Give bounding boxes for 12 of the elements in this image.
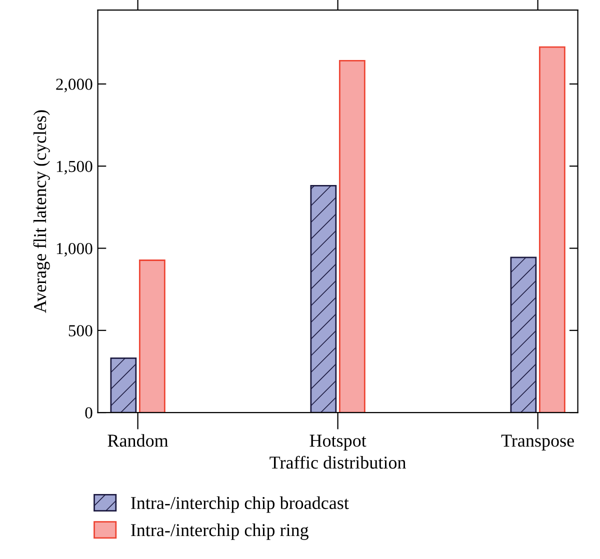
x-tick-label: Hotspot (310, 434, 366, 450)
x-axis-title: Traffic distribution (270, 456, 406, 469)
y-tick-label: 1,000 (56, 242, 92, 257)
x-tick-label: Random (108, 434, 168, 447)
y-tick-label: 500 (68, 325, 92, 336)
x-tick-label: Transpose (501, 434, 574, 450)
y-axis-title: Average flit latency (cycles) (33, 110, 50, 313)
legend-label: Intra-/interchip chip broadcast (131, 496, 349, 513)
y-tick-label: 0 (85, 407, 92, 418)
y-tick-label: 1,500 (56, 160, 92, 174)
y-tick-label: 2,000 (56, 78, 92, 92)
legend-label: Intra-/interchip chip ring (131, 524, 308, 540)
